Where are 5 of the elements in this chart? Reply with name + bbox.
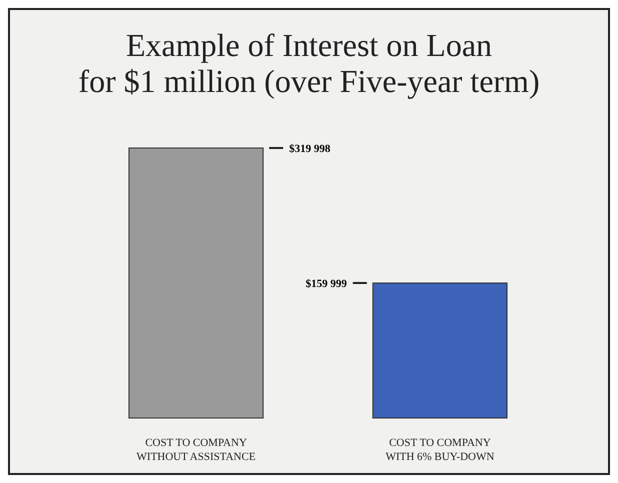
- chart-title: Example of Interest on Loan for $1 million (over Five-year term): [78, 27, 540, 99]
- data-label: $159 999: [306, 278, 348, 290]
- x-tick-label: COST TO COMPANY WITH 6% BUY-DOWN: [386, 437, 494, 463]
- data-label: $319 998: [289, 143, 331, 155]
- x-tick-label: COST TO COMPANY WITHOUT ASSISTANCE: [136, 437, 256, 463]
